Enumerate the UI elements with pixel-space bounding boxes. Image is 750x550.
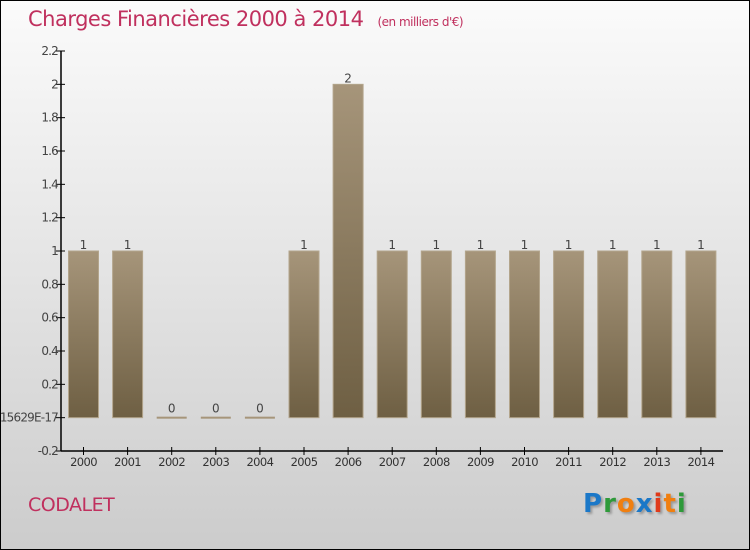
x-tick-label: 2005 (291, 455, 318, 469)
data-label: 1 (432, 238, 440, 252)
bar (112, 250, 144, 419)
bar (553, 250, 585, 419)
x-tick-label: 2010 (511, 455, 538, 469)
bar (641, 250, 673, 419)
data-label: 1 (697, 238, 705, 252)
x-tick-label: 2014 (687, 455, 714, 469)
data-label: 0 (212, 402, 220, 416)
bar (288, 250, 320, 419)
data-label: 1 (477, 238, 485, 252)
y-tick-label: -2.15629E-17 (1, 411, 58, 425)
data-label: 1 (300, 238, 308, 252)
title-text: Charges Financières 2000 à 2014 (28, 7, 364, 31)
y-tick-label: 0.2 (41, 377, 58, 391)
x-tick-label: 2012 (599, 455, 626, 469)
x-tick-label: 2008 (423, 455, 450, 469)
data-label: 1 (124, 238, 132, 252)
bar (376, 250, 408, 419)
bar (420, 250, 452, 419)
x-tick-label: 2003 (202, 455, 229, 469)
proxiti-logo: Proxiti (583, 489, 687, 519)
logo-letter: o (616, 489, 636, 519)
x-tick-label: 2004 (246, 455, 273, 469)
logo-letter: P (583, 489, 604, 519)
bar (200, 416, 231, 419)
x-tick-label: 2002 (158, 455, 185, 469)
y-tick-label: 2.2 (41, 44, 58, 58)
data-label: 1 (653, 238, 661, 252)
chart-title: Charges Financières 2000 à 2014 (en milli… (28, 7, 464, 31)
x-tick-label: 2000 (70, 455, 97, 469)
y-tick-label: 1.2 (41, 211, 58, 225)
commune-name: CODALET (28, 494, 115, 516)
x-tick-label: 2007 (379, 455, 406, 469)
x-tick-label: 2001 (114, 455, 141, 469)
y-tick-label: 2 (51, 77, 58, 91)
bar (68, 250, 99, 419)
y-tick-label: 0.4 (41, 344, 58, 358)
y-tick-label: 1.8 (41, 111, 58, 125)
y-tick-label: 1.4 (41, 177, 58, 191)
bar (464, 250, 496, 419)
chart-subtitle: (en milliers d'€) (377, 15, 464, 29)
bar (244, 416, 275, 419)
logo-letter: r (603, 489, 617, 519)
bar (509, 250, 540, 419)
x-tick-label: 2013 (643, 455, 670, 469)
bar (597, 250, 629, 419)
logo-letter: i (676, 489, 687, 519)
data-label: 1 (388, 238, 396, 252)
data-label: 2 (344, 71, 352, 85)
x-tick-label: 2011 (555, 455, 582, 469)
bar (156, 416, 187, 419)
y-tick-label: 1 (51, 244, 58, 258)
logo-letter: x (635, 489, 654, 519)
data-label: 0 (168, 402, 176, 416)
data-label: 0 (256, 402, 264, 416)
data-label: 1 (521, 238, 529, 252)
y-tick-label: -0.2 (38, 444, 58, 458)
x-tick-label: 2006 (335, 455, 362, 469)
x-tick-label: 2009 (467, 455, 494, 469)
data-label: 1 (609, 238, 617, 252)
logo-letter: i (653, 489, 664, 519)
bar (685, 250, 717, 419)
y-tick-label: 0.8 (41, 277, 58, 291)
bar (332, 83, 364, 419)
y-tick-label: 0.6 (41, 311, 58, 325)
logo-letter: t (663, 489, 677, 519)
y-tick-label: 1.6 (41, 144, 58, 158)
data-label: 1 (565, 238, 573, 252)
data-label: 1 (80, 238, 88, 252)
